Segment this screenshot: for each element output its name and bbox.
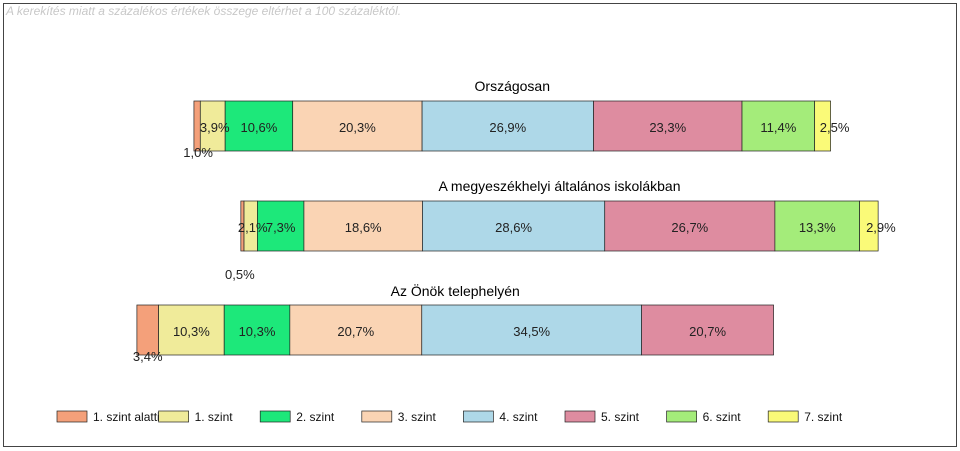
bar-segment bbox=[604, 200, 776, 252]
bar-segment bbox=[224, 100, 294, 152]
legend-swatch bbox=[767, 410, 799, 423]
bar-segment bbox=[774, 200, 861, 252]
legend-label: 4. szint bbox=[499, 410, 538, 424]
legend-swatch bbox=[564, 410, 596, 423]
rounding-note: A kerekítés miatt a százalékos értékek ö… bbox=[6, 4, 402, 18]
data-label: 10,6% bbox=[240, 120, 277, 135]
legend-label: 3. szint bbox=[398, 410, 437, 424]
data-label: 13,3% bbox=[799, 220, 836, 235]
bar-segment bbox=[158, 304, 225, 356]
legend-swatch bbox=[158, 410, 189, 423]
bar-segment bbox=[814, 100, 831, 152]
data-label: 2,5% bbox=[820, 120, 850, 135]
bar-segment bbox=[421, 304, 642, 356]
legend-swatch bbox=[666, 410, 697, 423]
legend-label: 6. szint bbox=[703, 410, 742, 424]
legend-swatch bbox=[56, 410, 88, 423]
data-label: 34,5% bbox=[513, 324, 550, 339]
data-label: 10,3% bbox=[239, 324, 276, 339]
data-label: 11,4% bbox=[760, 120, 796, 135]
legend-swatch bbox=[259, 410, 291, 423]
data-label: 1,0% bbox=[183, 145, 213, 160]
data-label: 20,3% bbox=[339, 120, 376, 135]
legend-label: 1. szint bbox=[195, 410, 234, 424]
data-label: 10,3% bbox=[173, 324, 210, 339]
data-label: 20,7% bbox=[689, 324, 726, 339]
data-label: 7,3% bbox=[266, 220, 296, 235]
bar-segment bbox=[223, 304, 291, 356]
bar-segment bbox=[593, 100, 743, 152]
data-label: 26,9% bbox=[489, 120, 526, 135]
data-label: 18,6% bbox=[345, 220, 382, 235]
data-label: 2,1% bbox=[238, 220, 268, 235]
group-title: Országosan bbox=[475, 78, 550, 94]
legend-swatch bbox=[463, 410, 494, 423]
data-label: 23,3% bbox=[649, 120, 686, 135]
bar-segment bbox=[136, 304, 159, 356]
data-label: 3,4% bbox=[133, 349, 163, 364]
data-label: 20,7% bbox=[337, 324, 374, 339]
legend-label: 2. szint bbox=[296, 410, 335, 424]
bar-segment bbox=[641, 304, 774, 356]
legend-label: 7. szint bbox=[804, 410, 843, 424]
data-label: 26,7% bbox=[671, 220, 708, 235]
data-label: 28,6% bbox=[495, 220, 532, 235]
bar-segment bbox=[859, 200, 879, 252]
data-label: 2,9% bbox=[866, 220, 896, 235]
legend-swatch bbox=[361, 410, 393, 423]
group-title: Az Önök telephelyén bbox=[391, 282, 520, 299]
bar-segment bbox=[741, 100, 816, 152]
bar-segment bbox=[289, 304, 423, 356]
legend-label: 5. szint bbox=[601, 410, 640, 424]
data-label: 0,5% bbox=[225, 267, 255, 282]
bar-segment bbox=[292, 100, 423, 152]
bar-segment bbox=[422, 200, 606, 252]
bar-segment bbox=[421, 100, 594, 152]
bar-segment bbox=[303, 200, 423, 252]
data-label: 3,9% bbox=[200, 120, 230, 135]
group-title: A megyeszékhelyi általános iskolákban bbox=[438, 178, 680, 194]
legend-label: 1. szint alatti bbox=[93, 410, 160, 424]
